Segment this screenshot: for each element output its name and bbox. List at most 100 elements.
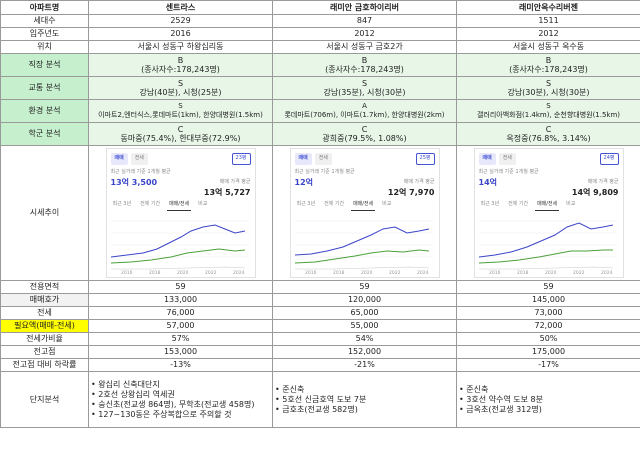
detail: 갤러리아백화점(1.4km), 순천향대병원(1.5km) (476, 111, 621, 119)
cell: 65,000 (272, 306, 457, 320)
trade-trend-line (294, 225, 429, 255)
tab-trade[interactable]: 매매 (294, 153, 312, 165)
cell: B (종사자수:178,243명) (456, 53, 640, 77)
note-item: • 금호초(전교생 582명) (275, 404, 358, 414)
grade: S (545, 78, 552, 88)
avg-label: 매매 가격 평균 (219, 179, 251, 185)
cell: 152,000 (272, 345, 457, 359)
cell: 50% (456, 332, 640, 346)
grade: B (545, 55, 552, 65)
avg-label: 매매 가격 평균 (403, 179, 435, 185)
row-label: 전고점 (0, 345, 89, 359)
period-3y[interactable]: 최근 3년 (112, 201, 132, 207)
grade: B (177, 55, 184, 65)
cell: -13% (88, 358, 273, 372)
seg-compare[interactable]: 비교 (198, 201, 208, 207)
header-label: 아파트명 (0, 0, 89, 15)
complex-notes-3: • 준신축 • 3호선 약수역 도보 8분 • 금옥초(전교생 312명) (456, 371, 640, 428)
year-tick-label: 2020 (361, 270, 373, 275)
complex-notes-1: • 왕십리 신축대단지 • 2호선 상왕십리 역세권 • 숭신초(전교생 864… (88, 371, 273, 428)
seg-trade-rent[interactable]: 매매/전세 (351, 200, 376, 211)
cell: 175,000 (456, 345, 640, 359)
row-move-in-year: 입주년도 2016 2012 2012 (0, 27, 640, 41)
note-item: • 준신축 (459, 384, 489, 394)
avg-label: 매매 가격 평균 (587, 179, 619, 185)
detail: 이마트2,엔터식스,롯데마트(1km), 한양대병원(1.5km) (98, 111, 263, 119)
trend-plot: 2016 2018 2020 2022 2024 (110, 220, 249, 275)
tab-trade[interactable]: 매매 (110, 153, 128, 165)
price-chart: 매매 전세 24평 최근 실거래 기준 1개월 평균 14억 매매 가격 평균 14억 9,… (473, 148, 624, 278)
tab-rent[interactable]: 전세 (314, 153, 332, 165)
seg-compare[interactable]: 비교 (382, 201, 392, 207)
row-label: 매매호가 (0, 293, 89, 307)
grade: B (361, 55, 368, 65)
row-label: 필요액(매매-전세) (0, 319, 89, 333)
period-all[interactable]: 전체 기간 (140, 201, 161, 207)
rent-trend-line (110, 247, 245, 263)
row-label: 시세추이 (0, 145, 89, 281)
cell: 1511 (456, 14, 640, 28)
volume-line (478, 266, 613, 269)
seg-compare[interactable]: 비교 (566, 201, 576, 207)
period-3y[interactable]: 최근 3년 (480, 201, 500, 207)
cell: 120,000 (272, 293, 457, 307)
cell: 59 (88, 280, 273, 294)
apt-name-3: 래미안옥수리버젠 (456, 0, 640, 15)
year-tick-label: 2022 (573, 270, 585, 275)
cell: -21% (272, 358, 457, 372)
rent-trend-line (478, 249, 613, 263)
tab-rent[interactable]: 전세 (498, 153, 516, 165)
year-tick-label: 2024 (601, 270, 613, 275)
tab-rent[interactable]: 전세 (130, 153, 148, 165)
detail: 광희중(79.5%, 1.08%) (322, 134, 407, 143)
current-price: 13억 3,500 (110, 178, 158, 187)
cell: B (종사자수:178,243명) (88, 53, 273, 77)
row-label: 교통 분석 (0, 76, 89, 100)
year-tick-label: 2016 (489, 270, 501, 275)
tab-trade[interactable]: 매매 (478, 153, 496, 165)
cell: C 동마중(75.4%), 한대부중(72.9%) (88, 122, 273, 146)
rent-trend-line (294, 248, 429, 263)
trade-trend-line (478, 221, 613, 257)
note-item: • 127~130동은 주상복합으로 주의할 것 (91, 409, 232, 419)
pyeong-select[interactable]: 25평 (415, 153, 435, 165)
apt-name-1: 센트라스 (88, 0, 273, 15)
row-location: 위치 서울시 성동구 하왕십리동 서울시 성동구 금호2가 서울시 성동구 옥수… (0, 40, 640, 54)
note-item: • 금옥초(전교생 312명) (459, 404, 542, 414)
period-3y[interactable]: 최근 3년 (296, 201, 316, 207)
detail: (종사자수:178,243명) (325, 65, 404, 74)
row-environment-analysis: 환경 분석 S 이마트2,엔터식스,롯데마트(1km), 한양대병원(1.5km)… (0, 99, 640, 123)
complex-notes-2: • 준신축 • 5호선 신금호역 도보 7분 • 금호초(전교생 582명) (272, 371, 457, 428)
cell: 2012 (456, 27, 640, 41)
cell: 서울시 성동구 하왕십리동 (88, 40, 273, 54)
row-households: 세대수 2529 847 1511 (0, 14, 640, 28)
chart-note: 최근 실거래 기준 1개월 평균 (110, 168, 171, 175)
year-tick-label: 2020 (545, 270, 557, 275)
row-label: 전용면적 (0, 280, 89, 294)
cell: 2012 (272, 27, 457, 41)
grade: A (362, 101, 367, 110)
cell: 55,000 (272, 319, 457, 333)
trend-plot: 2016 2018 2020 2022 2024 (294, 220, 433, 275)
cell: B (종사자수:178,243명) (272, 53, 457, 77)
period-all[interactable]: 전체 기간 (324, 201, 345, 207)
note-item: • 2호선 상왕십리 역세권 (91, 389, 175, 399)
pyeong-select[interactable]: 24평 (599, 153, 619, 165)
year-tick-label: 2024 (233, 270, 245, 275)
cell: 133,000 (88, 293, 273, 307)
row-decline-rate: 전고점 대비 하락률 -13% -21% -17% (0, 358, 640, 372)
cell: 59 (456, 280, 640, 294)
volume-line (294, 266, 429, 269)
cell: 서울시 성동구 금호2가 (272, 40, 457, 54)
row-jeonse-ratio: 전세가비율 57% 54% 50% (0, 332, 640, 346)
cell: A 롯데마트(706m), 이마트(1.7km), 한양대병원(2km) (272, 99, 457, 123)
pyeong-select[interactable]: 23평 (231, 153, 251, 165)
row-school-analysis: 학군 분석 C 동마중(75.4%), 한대부중(72.9%) C 광희중(79.5… (0, 122, 640, 146)
note-item: • 준신축 (275, 384, 305, 394)
seg-trade-rent[interactable]: 매매/전세 (535, 200, 560, 211)
detail: (종사자수:178,243명) (141, 65, 220, 74)
trend-plot: 2016 2018 2020 2022 2024 (478, 220, 617, 275)
seg-trade-rent[interactable]: 매매/전세 (167, 200, 192, 211)
period-all[interactable]: 전체 기간 (508, 201, 529, 207)
